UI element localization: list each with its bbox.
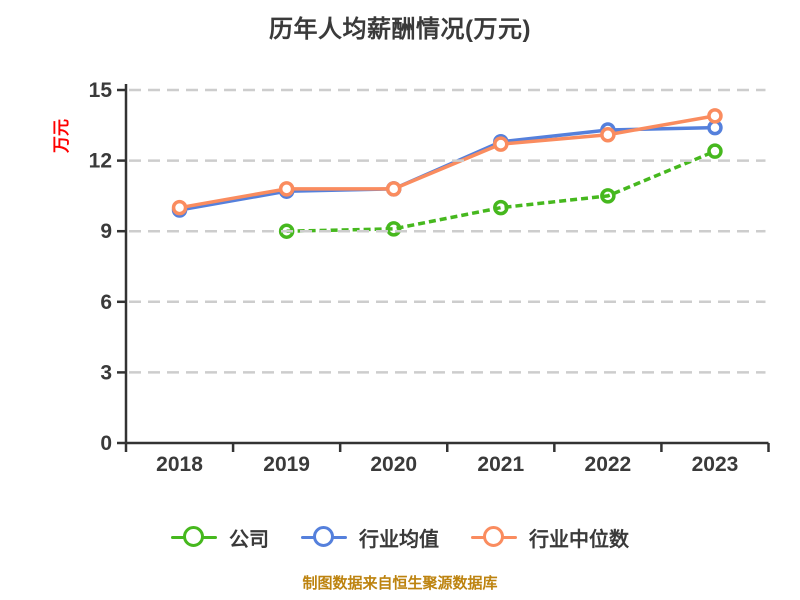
legend-label: 行业均值 [359,528,439,551]
legend-item-行业均值: 行业均值 [301,523,439,552]
series-line-行业中位数 [179,114,716,210]
legend-circle [483,526,504,547]
legend-circle [313,526,334,547]
x-tick-label: 2022 [585,453,632,476]
data-point-行业中位数 [493,136,509,152]
legend-label: 行业中位数 [529,528,629,551]
legend-marker-icon [301,526,347,548]
x-tick-label: 2018 [156,453,203,476]
y-axis-title: 万元 [52,119,71,154]
legend-label: 公司 [229,528,269,551]
y-tick-label: 6 [100,291,112,314]
x-tick-label: 2019 [263,453,310,476]
legend: 公司 行业均值 行业中位数 [0,520,800,554]
data-point-行业中位数 [171,199,188,216]
y-tick-label: 3 [100,361,112,384]
legend-marker-icon [171,526,217,548]
data-point-行业中位数 [600,126,616,143]
chart-title: 历年人均薪酬情况(万元) [269,16,531,43]
data-point-行业中位数 [707,108,723,124]
legend-marker-icon [471,526,517,548]
legend-item-行业中位数: 行业中位数 [471,523,629,552]
data-source-caption: 制图数据来自恒生聚源数据库 [302,575,498,592]
series-line-行业均值 [179,125,715,212]
series-line-公司 [286,149,716,233]
legend-item-公司: 公司 [171,523,269,552]
y-tick-label: 9 [100,220,112,243]
x-tick-label: 2021 [477,453,524,476]
legend-circle [183,526,204,547]
data-point-行业中位数 [278,181,295,197]
data-point-行业中位数 [385,181,402,197]
y-tick-label: 12 [89,150,112,173]
y-tick-label: 15 [89,79,113,102]
x-tick-label: 2020 [370,453,417,476]
x-tick-label: 2023 [692,453,739,476]
y-tick-label: 0 [100,432,112,455]
